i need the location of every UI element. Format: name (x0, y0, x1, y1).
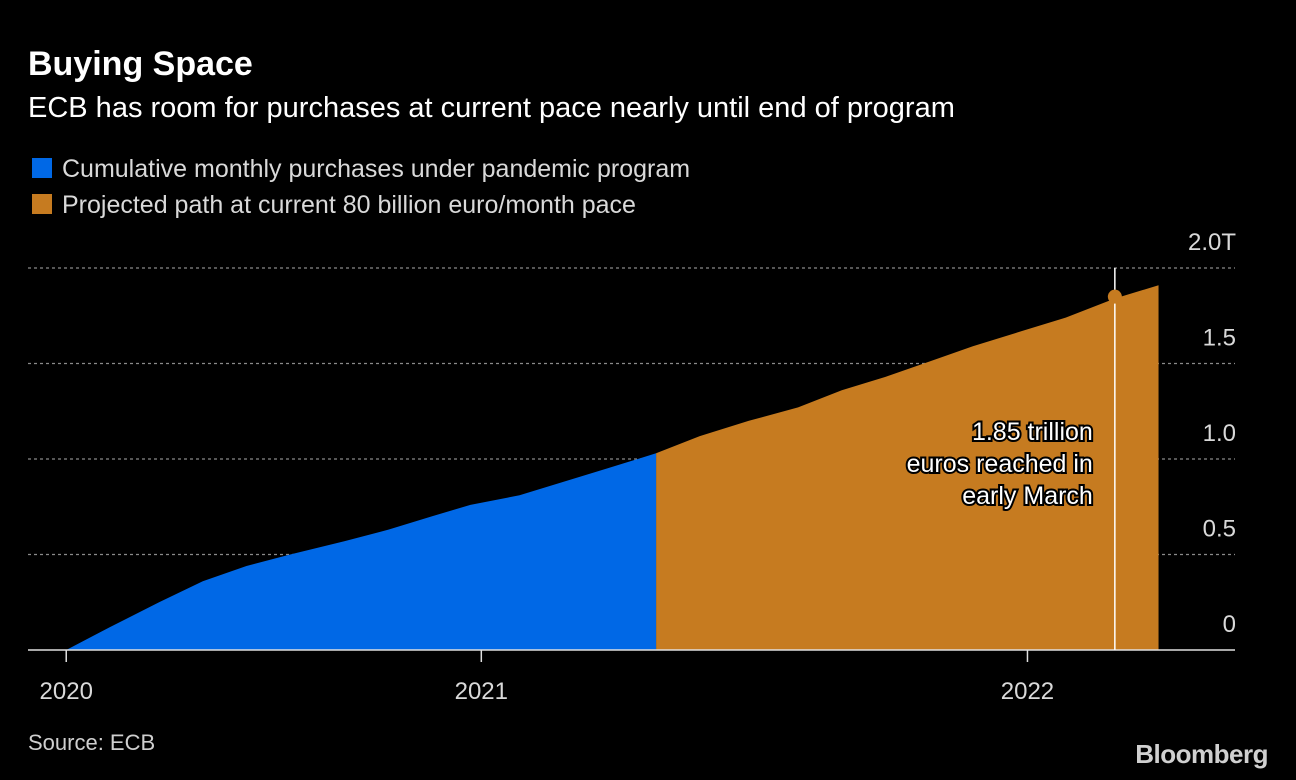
y-tick-label: 1.0 (1203, 420, 1236, 447)
x-tick-label: 2021 (455, 678, 508, 705)
y-tick-label: 0.5 (1203, 516, 1236, 543)
y-tick-label: 1.5 (1203, 325, 1236, 352)
annotation-text: early March (962, 482, 1093, 510)
area (66, 453, 657, 650)
annotation-text: 1.85 trillion (972, 418, 1093, 446)
chart-subtitle: ECB has room for purchases at current pa… (28, 92, 955, 124)
logo: Bloomberg (1135, 739, 1268, 769)
y-tick-label: 2.0T (1188, 229, 1236, 256)
legend-swatch (32, 158, 52, 178)
area (656, 285, 1159, 650)
chart-title: Buying Space (28, 45, 253, 83)
x-tick-label: 2020 (40, 678, 93, 705)
legend-swatch (32, 194, 52, 214)
annotation-text: euros reached in (907, 450, 1093, 478)
y-tick-label: 0 (1223, 611, 1236, 638)
legend-label: Projected path at current 80 billion eur… (62, 191, 636, 219)
source: Source: ECB (28, 730, 155, 755)
x-tick-label: 2022 (1001, 678, 1054, 705)
legend-label: Cumulative monthly purchases under pande… (62, 155, 690, 183)
annotation-dot (1107, 289, 1122, 304)
